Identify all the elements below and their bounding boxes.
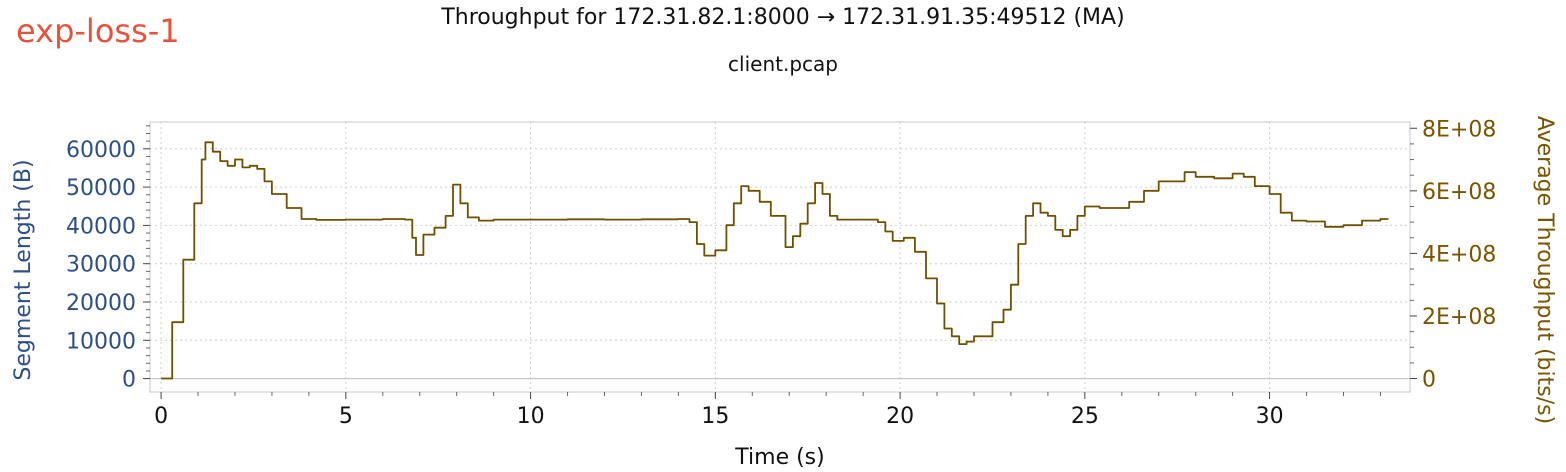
chart-subtitle: client.pcap — [728, 52, 838, 76]
x-tick-label: 0 — [154, 404, 168, 429]
x-tick-label: 30 — [1256, 404, 1284, 429]
x-tick-label: 15 — [701, 404, 729, 429]
x-tick-label: 10 — [517, 404, 545, 429]
plot-frame — [149, 121, 1411, 393]
y-right-tick-label: 6E+08 — [1422, 180, 1496, 205]
window-tag: exp-loss-1 — [16, 12, 180, 50]
y-left-tick-label: 30000 — [66, 253, 136, 278]
y-axis-right-label: Average Throughput (bits/s) — [1532, 116, 1557, 424]
axes-layer: 0 5 10 15 20 25 30 0 10000 20000 30000 40000 50000 60… — [66, 117, 1496, 429]
y-left-tick-label: 20000 — [66, 291, 136, 316]
y-right-tick-label: 0 — [1422, 368, 1436, 393]
chart-title: Throughput for 172.31.82.1:8000 → 172.31… — [441, 5, 1125, 30]
y-left-tick-label: 40000 — [66, 214, 136, 239]
throughput-series-line — [161, 141, 1389, 380]
grid-layer — [150, 122, 1410, 392]
y-left-tick-label: 60000 — [66, 138, 136, 163]
y-axis-left-label: Segment Length (B) — [11, 159, 36, 380]
x-tick-label: 5 — [339, 404, 353, 429]
series-layer — [161, 141, 1389, 380]
y-right-tick-label: 2E+08 — [1422, 305, 1496, 330]
x-tick-label: 25 — [1071, 404, 1099, 429]
y-right-tick-label: 4E+08 — [1422, 242, 1496, 267]
x-tick-label: 20 — [886, 404, 914, 429]
y-left-tick-label: 50000 — [66, 176, 136, 201]
y-right-tick-label: 8E+08 — [1422, 117, 1496, 142]
x-axis-label: Time (s) — [734, 445, 824, 470]
y-left-tick-label: 10000 — [66, 329, 136, 354]
y-left-tick-label: 0 — [122, 368, 136, 393]
